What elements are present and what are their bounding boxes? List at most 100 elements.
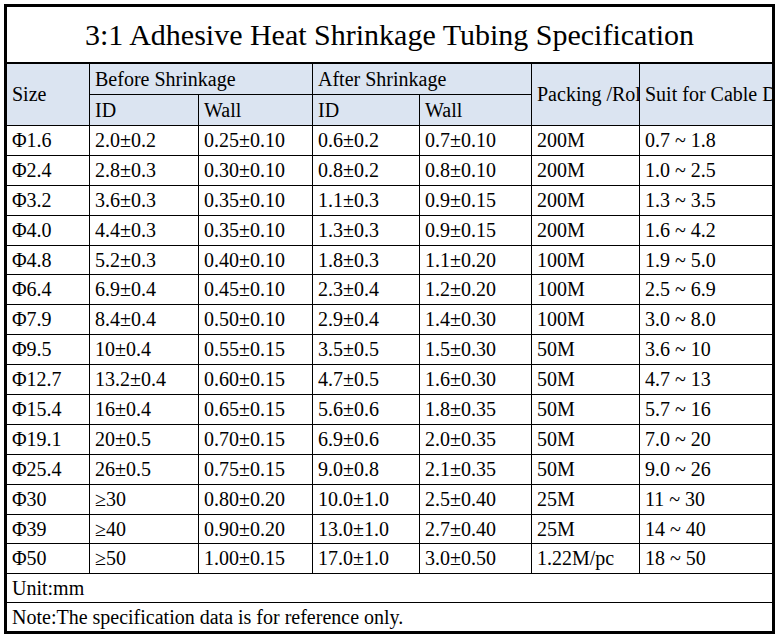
value-cell: 0.9±0.15 bbox=[420, 215, 532, 245]
value-cell: 11 ~ 30 bbox=[640, 484, 774, 514]
value-cell: 0.80±0.20 bbox=[199, 484, 313, 514]
header-row-1: Size Before Shrinkage After Shrinkage Pa… bbox=[6, 63, 774, 95]
table-row: Φ2.42.8±0.30.30±0.100.8±0.20.8±0.10200M1… bbox=[6, 155, 774, 185]
table-row: Φ4.04.4±0.30.35±0.101.3±0.30.9±0.15200M1… bbox=[6, 215, 774, 245]
value-cell: 16±0.4 bbox=[90, 395, 199, 425]
value-cell: 26±0.5 bbox=[90, 454, 199, 484]
table-row: Φ25.426±0.50.75±0.159.0±0.82.1±0.3550M9.… bbox=[6, 454, 774, 484]
table-row: Φ19.120±0.50.70±0.156.9±0.62.0±0.3550M7.… bbox=[6, 424, 774, 454]
value-cell: 0.90±0.20 bbox=[199, 514, 313, 544]
value-cell: 13.0±1.0 bbox=[313, 514, 420, 544]
table-row: Φ1.62.0±0.20.25±0.100.6±0.20.7±0.10200M0… bbox=[6, 126, 774, 156]
table-row: Φ4.85.2±0.30.40±0.101.8±0.31.1±0.20100M1… bbox=[6, 245, 774, 275]
value-cell: 50M bbox=[532, 365, 640, 395]
title-row: 3:1 Adhesive Heat Shrinkage Tubing Speci… bbox=[6, 6, 774, 64]
value-cell: 1.8±0.35 bbox=[420, 395, 532, 425]
header-packing-roll: Packing /Roll bbox=[532, 63, 640, 126]
value-cell: 13.2±0.4 bbox=[90, 365, 199, 395]
value-cell: 0.50±0.10 bbox=[199, 305, 313, 335]
size-cell: Φ15.4 bbox=[6, 395, 90, 425]
value-cell: 200M bbox=[532, 155, 640, 185]
size-cell: Φ50 bbox=[6, 544, 90, 574]
value-cell: 2.9±0.4 bbox=[313, 305, 420, 335]
table-row: Φ39≥400.90±0.2013.0±1.02.7±0.4025M14 ~ 4… bbox=[6, 514, 774, 544]
table-row: Φ7.98.4±0.40.50±0.102.9±0.41.4±0.30100M3… bbox=[6, 305, 774, 335]
header-after-wall: Wall bbox=[420, 95, 532, 126]
value-cell: 1.4±0.30 bbox=[420, 305, 532, 335]
size-cell: Φ1.6 bbox=[6, 126, 90, 156]
value-cell: 100M bbox=[532, 275, 640, 305]
header-suit-cable-diameter: Suit for Cable Diameter bbox=[640, 63, 774, 126]
header-before-id: ID bbox=[90, 95, 199, 126]
table-row: Φ12.713.2±0.40.60±0.154.7±0.51.6±0.3050M… bbox=[6, 365, 774, 395]
value-cell: 0.45±0.10 bbox=[199, 275, 313, 305]
value-cell: ≥30 bbox=[90, 484, 199, 514]
size-cell: Φ12.7 bbox=[6, 365, 90, 395]
size-cell: Φ7.9 bbox=[6, 305, 90, 335]
value-cell: 0.9±0.15 bbox=[420, 185, 532, 215]
header-after-id: ID bbox=[313, 95, 420, 126]
value-cell: 100M bbox=[532, 305, 640, 335]
size-cell: Φ19.1 bbox=[6, 424, 90, 454]
value-cell: 0.8±0.10 bbox=[420, 155, 532, 185]
value-cell: 0.7±0.10 bbox=[420, 126, 532, 156]
unit-row: Unit:mm bbox=[6, 574, 774, 603]
value-cell: 1.2±0.20 bbox=[420, 275, 532, 305]
value-cell: 0.7 ~ 1.8 bbox=[640, 126, 774, 156]
value-cell: 2.0±0.35 bbox=[420, 424, 532, 454]
value-cell: 0.70±0.15 bbox=[199, 424, 313, 454]
value-cell: 1.0 ~ 2.5 bbox=[640, 155, 774, 185]
value-cell: 10.0±1.0 bbox=[313, 484, 420, 514]
value-cell: 1.00±0.15 bbox=[199, 544, 313, 574]
value-cell: 1.1±0.3 bbox=[313, 185, 420, 215]
value-cell: 8.4±0.4 bbox=[90, 305, 199, 335]
value-cell: 14 ~ 40 bbox=[640, 514, 774, 544]
value-cell: 50M bbox=[532, 454, 640, 484]
value-cell: 1.1±0.20 bbox=[420, 245, 532, 275]
value-cell: 3.0 ~ 8.0 bbox=[640, 305, 774, 335]
note-row: Note:The specification data is for refer… bbox=[6, 603, 774, 633]
size-cell: Φ25.4 bbox=[6, 454, 90, 484]
value-cell: 2.1±0.35 bbox=[420, 454, 532, 484]
header-size: Size bbox=[6, 63, 90, 126]
value-cell: 1.3 ~ 3.5 bbox=[640, 185, 774, 215]
size-cell: Φ4.8 bbox=[6, 245, 90, 275]
value-cell: 1.3±0.3 bbox=[313, 215, 420, 245]
value-cell: 3.6 ~ 10 bbox=[640, 335, 774, 365]
size-cell: Φ30 bbox=[6, 484, 90, 514]
value-cell: ≥40 bbox=[90, 514, 199, 544]
value-cell: 0.6±0.2 bbox=[313, 126, 420, 156]
value-cell: 200M bbox=[532, 126, 640, 156]
value-cell: 1.5±0.30 bbox=[420, 335, 532, 365]
value-cell: 2.5 ~ 6.9 bbox=[640, 275, 774, 305]
header-after-shrinkage: After Shrinkage bbox=[313, 63, 532, 95]
value-cell: ≥50 bbox=[90, 544, 199, 574]
value-cell: 7.0 ~ 20 bbox=[640, 424, 774, 454]
value-cell: 0.55±0.15 bbox=[199, 335, 313, 365]
size-cell: Φ6.4 bbox=[6, 275, 90, 305]
value-cell: 17.0±1.0 bbox=[313, 544, 420, 574]
value-cell: 5.7 ~ 16 bbox=[640, 395, 774, 425]
unit-note: Unit:mm bbox=[6, 574, 774, 603]
value-cell: 0.60±0.15 bbox=[199, 365, 313, 395]
value-cell: 0.65±0.15 bbox=[199, 395, 313, 425]
value-cell: 5.2±0.3 bbox=[90, 245, 199, 275]
spec-sheet: 3:1 Adhesive Heat Shrinkage Tubing Speci… bbox=[0, 0, 776, 637]
value-cell: 50M bbox=[532, 335, 640, 365]
table-body: Φ1.62.0±0.20.25±0.100.6±0.20.7±0.10200M0… bbox=[6, 126, 774, 574]
value-cell: 3.6±0.3 bbox=[90, 185, 199, 215]
value-cell: 9.0±0.8 bbox=[313, 454, 420, 484]
size-cell: Φ9.5 bbox=[6, 335, 90, 365]
value-cell: 50M bbox=[532, 424, 640, 454]
value-cell: 1.6±0.30 bbox=[420, 365, 532, 395]
value-cell: 50M bbox=[532, 395, 640, 425]
page-title: 3:1 Adhesive Heat Shrinkage Tubing Speci… bbox=[6, 6, 774, 64]
value-cell: 25M bbox=[532, 514, 640, 544]
value-cell: 6.9±0.6 bbox=[313, 424, 420, 454]
value-cell: 1.22M/pc bbox=[532, 544, 640, 574]
value-cell: 1.8±0.3 bbox=[313, 245, 420, 275]
table-row: Φ6.46.9±0.40.45±0.102.3±0.41.2±0.20100M2… bbox=[6, 275, 774, 305]
value-cell: 2.5±0.40 bbox=[420, 484, 532, 514]
spec-table: 3:1 Adhesive Heat Shrinkage Tubing Speci… bbox=[4, 4, 775, 634]
value-cell: 2.0±0.2 bbox=[90, 126, 199, 156]
